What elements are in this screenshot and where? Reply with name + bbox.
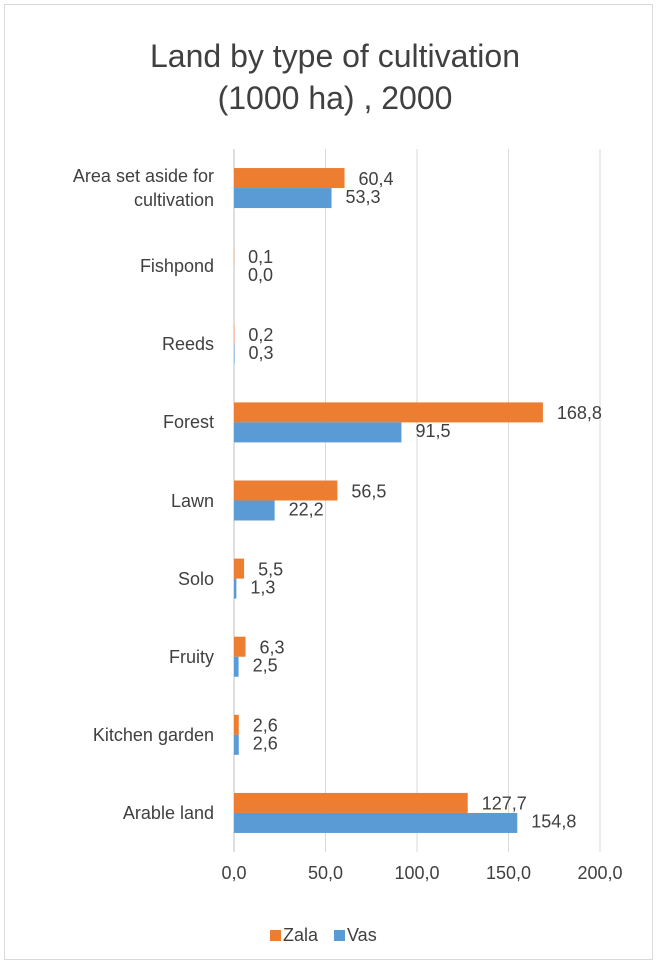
legend-label: Zala <box>283 925 319 945</box>
data-label: 0,3 <box>249 343 274 363</box>
data-label: 60,4 <box>359 169 394 189</box>
data-label: 168,8 <box>557 403 602 423</box>
data-label: 1,3 <box>250 577 275 597</box>
x-tick-label: 100,0 <box>394 863 439 883</box>
x-tick-label: 0,0 <box>221 863 246 883</box>
legend-swatch <box>334 930 346 941</box>
bar <box>234 500 275 521</box>
bar <box>234 422 402 443</box>
chart-title: Land by type of cultivation (1000 ha) , 2… <box>150 38 520 116</box>
data-label: 53,3 <box>346 187 381 207</box>
data-label: 0,0 <box>248 265 273 285</box>
legend-swatch <box>270 930 281 941</box>
bar <box>234 812 518 833</box>
y-tick-label: Forest <box>162 412 214 433</box>
bar <box>234 558 245 579</box>
x-tick-label: 50,0 <box>308 863 343 883</box>
y-tick-label: Fruity <box>169 646 214 667</box>
data-label: 56,5 <box>351 481 386 501</box>
y-tick-label: Kitchen garden <box>92 724 214 745</box>
legend-label: Vas <box>347 925 377 945</box>
bar <box>234 656 239 677</box>
data-label: 91,5 <box>415 421 450 441</box>
bar <box>234 168 345 189</box>
bar <box>234 480 338 501</box>
data-label: 5,5 <box>258 559 283 579</box>
data-label: 2,6 <box>253 734 278 754</box>
y-tick-label: Arable land <box>122 802 214 823</box>
data-label: 22,2 <box>289 499 324 519</box>
bar <box>234 636 246 657</box>
y-tick-label: Solo <box>177 568 214 589</box>
bar <box>234 578 237 599</box>
bar <box>234 188 332 209</box>
y-tick-label: Fishpond <box>139 256 214 277</box>
data-label: 0,1 <box>248 247 273 267</box>
data-label: 127,7 <box>482 794 527 814</box>
x-tick-label: 150,0 <box>486 863 531 883</box>
bar <box>234 714 239 735</box>
data-label: 6,3 <box>260 637 285 657</box>
x-tick-label: 200,0 <box>577 863 622 883</box>
data-label: 0,2 <box>248 325 273 345</box>
data-label: 2,5 <box>253 655 278 675</box>
data-label: 154,8 <box>531 812 576 832</box>
bar <box>234 792 468 813</box>
bar <box>234 402 543 423</box>
y-tick-label: Area set aside for cultivation <box>72 166 214 211</box>
bar <box>234 734 239 755</box>
y-tick-label: Reeds <box>161 334 214 355</box>
y-tick-label: Lawn <box>170 490 214 511</box>
data-label: 2,6 <box>253 716 278 736</box>
bar <box>234 344 235 365</box>
